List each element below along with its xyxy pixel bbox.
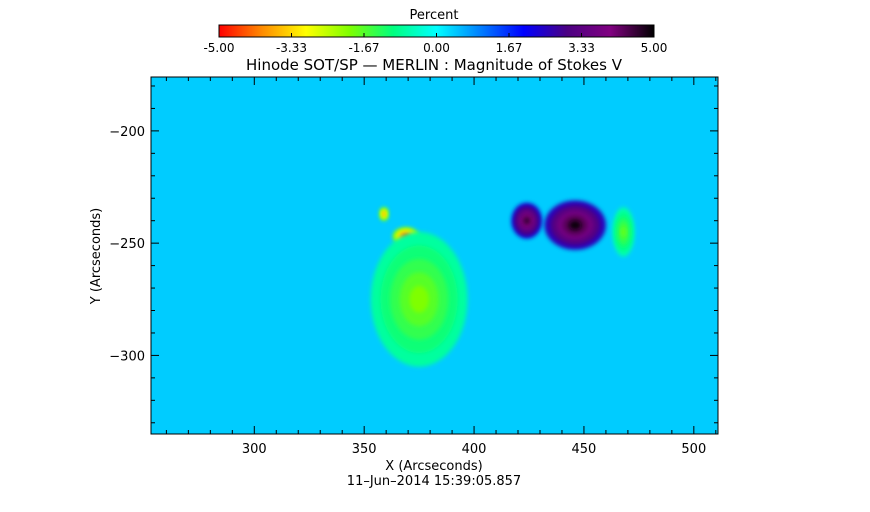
timestamp: 11–Jun–2014 15:39:05.857 (347, 474, 521, 489)
x-tick-label: 350 (352, 442, 377, 457)
heatmap-feature (612, 207, 635, 257)
colorbar-tick-label: 1.67 (496, 41, 523, 55)
x-axis-label: X (Arcseconds) (385, 459, 482, 474)
colorbar-tick-label: 5.00 (641, 41, 668, 55)
y-axis-label: Y (Arcseconds) (89, 208, 104, 305)
heatmap-feature-level (568, 220, 582, 231)
colorbar-ticks: -5.00 -3.33 -1.67 0.00 1.67 3.33 5.00 (203, 33, 667, 55)
colorbar-tick-label: -3.33 (276, 41, 307, 55)
x-tick-label: 300 (242, 442, 267, 457)
heatmap-feature-level (383, 212, 385, 216)
plot-frame (150, 76, 719, 435)
colorbar-tick-label: 3.33 (568, 41, 595, 55)
colorbar-tick-label: -1.67 (348, 41, 379, 55)
x-tick-label: 400 (462, 442, 487, 457)
chart-title: Hinode SOT/SP — MERLIN : Magnitude of St… (246, 56, 623, 74)
heatmap-feature (544, 200, 606, 250)
heatmap-feature-level (409, 285, 429, 313)
colorbar-label: Percent (410, 8, 459, 23)
y-tick-label: −250 (109, 237, 145, 252)
x-tick-label: 500 (681, 442, 706, 457)
y-tick-label: −200 (109, 125, 145, 140)
heatmap-feature-level (621, 226, 626, 237)
colorbar-tick-label: 0.00 (423, 41, 450, 55)
heatmap-feature (379, 207, 389, 221)
heatmap-features (370, 200, 635, 367)
y-tick-label: −300 (109, 349, 145, 364)
heatmap-feature (511, 202, 543, 239)
heatmap-feature-level (523, 217, 530, 225)
axes: 300 350 400 450 500 −200 −250 −300 (109, 77, 718, 457)
heatmap-feature (370, 231, 468, 367)
colorbar-tick-label: -5.00 (203, 41, 234, 55)
x-tick-label: 450 (572, 442, 597, 457)
